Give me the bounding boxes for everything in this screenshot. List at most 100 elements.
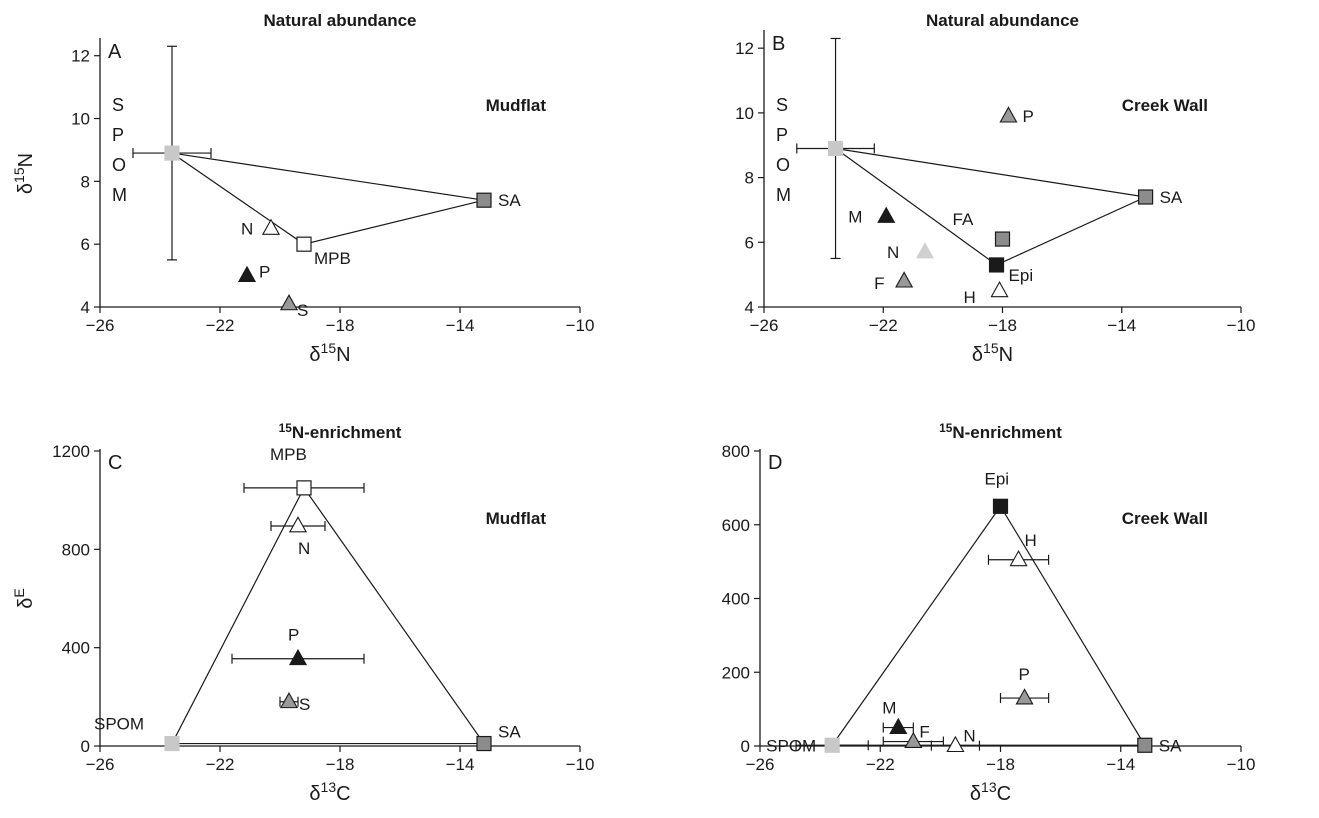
marker-spom — [827, 140, 844, 157]
mixing-polygon — [171, 486, 486, 745]
x-axis-label: δ13C — [970, 779, 1011, 805]
mixing-polygon — [830, 505, 1146, 746]
mixing-polygon — [835, 147, 1148, 266]
point-label: SA — [1159, 736, 1182, 755]
x-axis-label: δ13C — [309, 779, 350, 805]
point-label: SA — [1160, 188, 1183, 207]
x-tick-label: −22 — [866, 755, 895, 774]
panel-title: 15N-enrichment — [279, 421, 402, 442]
x-tick-label: −22 — [869, 316, 898, 335]
x-tick-label: −14 — [446, 316, 475, 335]
marker-s — [279, 294, 299, 311]
marker-p — [1015, 688, 1034, 705]
x-axis-label: δ15N — [309, 340, 350, 366]
y-tick-label: 800 — [722, 442, 750, 461]
point-label: P — [288, 626, 299, 645]
point-label: M — [112, 185, 127, 205]
x-tick-label: −22 — [206, 755, 235, 774]
point-label: SA — [498, 191, 521, 210]
point-label: O — [776, 155, 790, 175]
point-label: S — [299, 695, 310, 714]
marker-spom — [824, 737, 840, 753]
y-tick-label: 12 — [735, 39, 754, 58]
point-label: FA — [953, 210, 974, 229]
point-label: MPB — [270, 445, 307, 464]
point-label: SPOM — [766, 736, 816, 755]
marker-h — [1009, 549, 1028, 567]
marker-f — [895, 271, 914, 288]
y-tick-label: 400 — [722, 590, 750, 609]
point-label: SPOM — [94, 715, 144, 734]
marker-n — [946, 735, 965, 753]
y-tick-label: 12 — [71, 47, 90, 66]
y-tick-label: 6 — [745, 233, 754, 252]
marker-fa — [994, 231, 1011, 247]
point-label: S — [776, 95, 788, 115]
marker-p — [237, 265, 257, 283]
x-tick-label: −10 — [1227, 755, 1256, 774]
panel-letter: B — [772, 33, 785, 55]
y-tick-label: 10 — [71, 110, 90, 129]
x-tick-label: −26 — [750, 316, 779, 335]
marker-spom — [164, 735, 180, 752]
x-tick-label: −18 — [988, 316, 1017, 335]
x-tick-label: −26 — [86, 755, 115, 774]
site-label: Mudflat — [486, 509, 547, 528]
x-tick-label: −14 — [1106, 755, 1135, 774]
panel-c: 15N-enrichment Mudflat C −26 −22 −18 −14 −10 0 40… — [11, 421, 594, 805]
point-label: M — [882, 699, 896, 718]
point-label: P — [776, 125, 788, 145]
x-tick-label: −26 — [746, 755, 775, 774]
marker-s — [279, 691, 299, 709]
y-tick-label: 1200 — [52, 442, 90, 461]
y-tick-label: 600 — [722, 516, 750, 535]
marker-m — [877, 206, 896, 223]
panel-title: Natural abundance — [926, 11, 1079, 30]
x-tick-label: −18 — [986, 755, 1015, 774]
marker-p — [999, 106, 1018, 123]
panel-d: 15N-enrichment Creek Wall D −26 −22 −18 −14 −10… — [722, 421, 1256, 805]
marker-f — [904, 731, 923, 749]
y-tick-label: 200 — [722, 663, 750, 682]
point-label: N — [298, 539, 310, 558]
panel-letter: C — [108, 452, 122, 474]
marker-m — [889, 717, 908, 734]
y-tick-label: 400 — [62, 639, 90, 658]
point-label: M — [776, 185, 791, 205]
point-label: O — [112, 155, 126, 175]
marker-sa — [1137, 189, 1154, 205]
site-label: Mudflat — [486, 96, 547, 115]
x-tick-label: −14 — [1107, 316, 1136, 335]
point-label: N — [887, 243, 899, 262]
panel-letter: A — [108, 41, 122, 63]
x-tick-label: −10 — [566, 316, 595, 335]
point-label: Epi — [1009, 266, 1034, 285]
y-tick-label: 10 — [735, 104, 754, 123]
point-label: N — [241, 219, 253, 238]
panel-title: 15N-enrichment — [939, 421, 1062, 442]
y-tick-label: 8 — [81, 172, 90, 191]
x-tick-label: −22 — [206, 316, 235, 335]
marker-mpb — [296, 236, 312, 252]
marker-p — [288, 648, 308, 666]
y-tick-label: 4 — [745, 298, 754, 317]
marker-n — [288, 516, 308, 533]
x-tick-label: −14 — [446, 755, 475, 774]
marker-sa — [476, 192, 492, 208]
y-tick-label: 4 — [81, 298, 90, 317]
point-label: P — [259, 263, 270, 282]
marker-mpb — [296, 480, 312, 496]
y-tick-label: 8 — [745, 169, 754, 188]
site-label: Creek Wall — [1122, 96, 1208, 115]
marker-n — [915, 242, 935, 259]
point-label: H — [964, 288, 976, 307]
point-label: N — [963, 727, 975, 746]
point-label: F — [874, 274, 884, 293]
point-label: F — [919, 723, 929, 742]
point-label: H — [1025, 531, 1037, 550]
marker-sa — [476, 735, 492, 752]
point-label: P — [1022, 107, 1033, 126]
point-label: SA — [498, 723, 521, 742]
y-axis-label: δ15N — [11, 153, 37, 194]
